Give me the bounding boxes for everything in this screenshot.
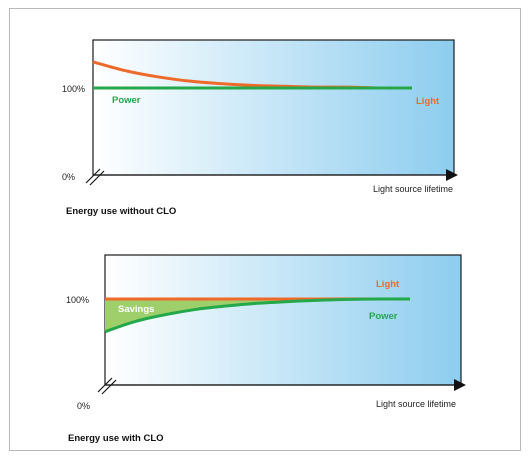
series-label-light: Light [376, 279, 400, 290]
series-label-power: Power [369, 311, 398, 322]
series-line-power [104, 297, 411, 334]
chart-without-clo: 100% 0% Light Power Light source lifetim… [62, 39, 458, 217]
y-tick-label: 100% [66, 295, 89, 305]
series-label-light: Light [416, 96, 440, 107]
chart-caption: Energy use with CLO [68, 433, 164, 444]
x-axis-label: Light source lifetime [373, 184, 453, 194]
x-axis-arrow [454, 379, 466, 391]
axis-break-icon [97, 377, 117, 395]
chart-with-clo: Savings Light Power 100% 0% Light source… [66, 254, 466, 444]
x-axis-label: Light source lifetime [376, 399, 456, 409]
series-label-power: Power [112, 95, 141, 106]
savings-label: Savings [118, 304, 154, 315]
x-axis-arrow [446, 169, 458, 181]
plot-area [92, 39, 455, 176]
y-tick-label: 0% [62, 172, 75, 182]
chart-caption: Energy use without CLO [66, 206, 176, 217]
plot-area [104, 254, 462, 386]
y-tick-label: 0% [77, 401, 90, 411]
savings-area [105, 298, 410, 332]
axis-break-icon [85, 168, 105, 186]
y-tick-label: 100% [62, 84, 85, 94]
